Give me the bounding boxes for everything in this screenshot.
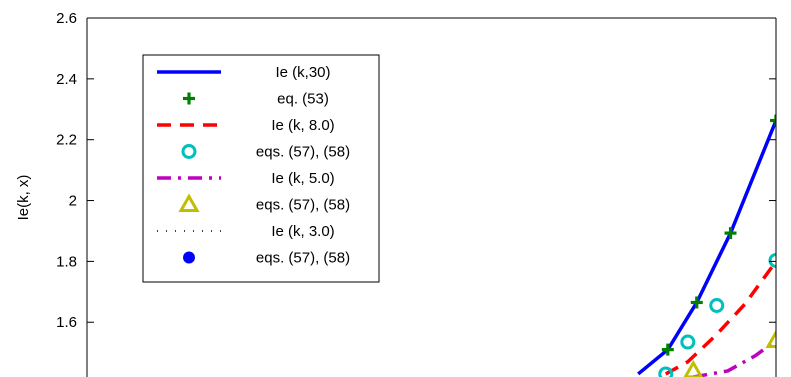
- legend-label-1: eq. (53): [277, 91, 329, 108]
- legend-label-6: Ie (k, 3.0): [271, 223, 334, 240]
- y-tick-label: 2: [69, 193, 77, 210]
- legend-label-7: eqs. (57), (58): [256, 250, 350, 267]
- legend-marker-3: [181, 144, 197, 159]
- data-layer: [637, 114, 776, 377]
- y-axis-label: Ie(k, x): [15, 175, 32, 221]
- legend-marker-7: [183, 251, 195, 264]
- legend-label-5: eqs. (57), (58): [256, 197, 350, 214]
- series-3-point: [680, 334, 696, 350]
- series-3-point: [658, 366, 674, 377]
- y-tick-label: 1.6: [56, 314, 77, 331]
- legend-label-2: Ie (k, 8.0): [271, 117, 334, 134]
- legend-box: [142, 54, 380, 283]
- series-3-point: [709, 298, 725, 314]
- series-1-point: [690, 296, 703, 309]
- legend-label-0: Ie (k,30): [275, 64, 330, 81]
- y-tick-label: 1.8: [56, 253, 77, 270]
- series-1-point: [724, 227, 737, 240]
- legend-label-3: eqs. (57), (58): [256, 144, 350, 161]
- y-tick-label: 2.4: [56, 71, 77, 88]
- legend-marker-5: [178, 193, 200, 212]
- series-3-point: [768, 252, 776, 268]
- series-2-line: [664, 260, 776, 376]
- legend-marker-1: [183, 92, 195, 105]
- series-1-point: [770, 114, 776, 127]
- series-5-point: [765, 329, 776, 348]
- legend: Ie (k,30) eq. (53) Ie (k, 8.0) eqs. (57), (…: [142, 54, 380, 283]
- axes-layer: 1.6 1.8 2 2.2 2.4 2.6: [56, 10, 777, 377]
- y-tick-label: 2.2: [56, 132, 77, 149]
- legend-label-4: Ie (k, 5.0): [271, 170, 334, 187]
- series-1-point: [661, 343, 674, 356]
- y-tick-label: 2.6: [56, 10, 77, 27]
